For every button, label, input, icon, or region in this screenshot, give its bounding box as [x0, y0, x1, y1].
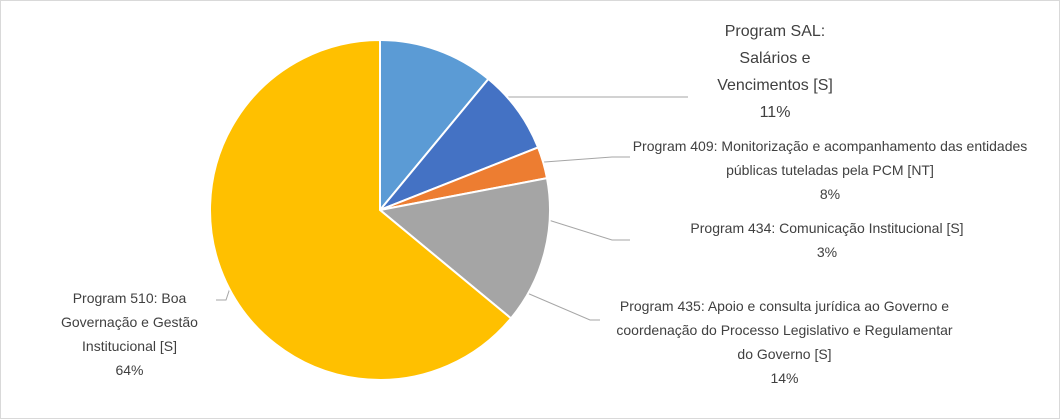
percent-label: 3%	[816, 244, 838, 260]
category-label: Program 435: Apoio e consulta jurídica a…	[616, 298, 953, 362]
data-label: Program 409: Monitorização e acompanhame…	[630, 134, 1030, 206]
leader-line	[530, 156, 630, 164]
category-label: Program 434: Comunicação Institucional […	[690, 220, 964, 236]
percent-label: 14%	[770, 370, 799, 386]
leader-line	[519, 289, 600, 321]
data-label: Program 435: Apoio e consulta jurídica a…	[607, 294, 962, 390]
percent-label: 11%	[759, 104, 791, 121]
category-label: Program 510: Boa Governação e Gestão Ins…	[61, 290, 198, 354]
pie-slice	[379, 38, 490, 213]
percent-label: 64%	[115, 362, 144, 378]
category-label: Program SAL: Salários e Vencimentos [S]	[717, 23, 833, 94]
category-label: Program 409: Monitorização e acompanhame…	[632, 138, 1028, 178]
percent-label: 8%	[819, 186, 841, 202]
data-label: Program 510: Boa Governação e Gestão Ins…	[42, 286, 217, 382]
data-label: Program SAL: Salários e Vencimentos [S] 1…	[700, 18, 850, 126]
data-label: Program 434: Comunicação Institucional […	[627, 216, 1027, 264]
pie-slice	[377, 176, 551, 320]
pie-slice	[209, 38, 513, 381]
leader-line	[541, 217, 630, 241]
